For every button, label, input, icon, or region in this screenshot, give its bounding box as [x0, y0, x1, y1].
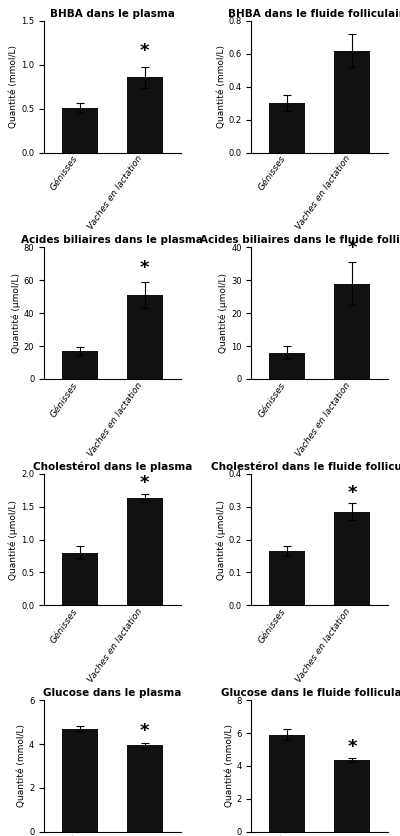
Y-axis label: Quantité (µmol/L): Quantité (µmol/L): [216, 500, 226, 579]
Bar: [269, 353, 305, 379]
Bar: [269, 735, 305, 832]
Y-axis label: Quantité (mmol/L): Quantité (mmol/L): [17, 725, 26, 808]
Bar: [62, 108, 98, 152]
Y-axis label: Quantité (µmol/L): Quantité (µmol/L): [219, 273, 228, 353]
Title: BHBA dans le plasma: BHBA dans le plasma: [50, 8, 175, 18]
Title: Cholestérol dans le plasma: Cholestérol dans le plasma: [32, 461, 192, 472]
Bar: [334, 283, 370, 379]
Bar: [334, 50, 370, 152]
Text: *: *: [348, 484, 357, 502]
Title: Acides biliaires dans le plasma: Acides biliaires dans le plasma: [21, 235, 203, 245]
Bar: [62, 553, 98, 605]
Title: Glucose dans le plasma: Glucose dans le plasma: [43, 688, 182, 698]
Bar: [127, 77, 163, 152]
Bar: [334, 760, 370, 832]
Title: BHBA dans le fluide folliculaire: BHBA dans le fluide folliculaire: [228, 8, 400, 18]
Y-axis label: Quantité (mmol/L): Quantité (mmol/L): [9, 45, 18, 128]
Bar: [269, 551, 305, 605]
Title: Cholestérol dans le fluide folliculaire: Cholestérol dans le fluide folliculaire: [211, 461, 400, 472]
Bar: [127, 295, 163, 379]
Y-axis label: Quantité (mmol/L): Quantité (mmol/L): [217, 45, 226, 128]
Y-axis label: Quantité (µmol/L): Quantité (µmol/L): [11, 273, 21, 353]
Bar: [269, 103, 305, 152]
Bar: [127, 745, 163, 832]
Text: *: *: [140, 474, 150, 492]
Title: Glucose dans le fluide folliculaire: Glucose dans le fluide folliculaire: [222, 688, 400, 698]
Text: *: *: [140, 722, 150, 740]
Title: Acides biliaires dans le fluide folliculaire: Acides biliaires dans le fluide follicul…: [200, 235, 400, 245]
Bar: [62, 351, 98, 379]
Text: *: *: [348, 239, 357, 257]
Y-axis label: Quantité (µmol/L): Quantité (µmol/L): [9, 500, 18, 579]
Text: *: *: [140, 259, 150, 277]
Bar: [334, 512, 370, 605]
Bar: [62, 729, 98, 832]
Text: *: *: [348, 738, 357, 756]
Y-axis label: Quantité (mmol/L): Quantité (mmol/L): [225, 725, 234, 808]
Bar: [127, 498, 163, 605]
Text: *: *: [140, 43, 150, 60]
